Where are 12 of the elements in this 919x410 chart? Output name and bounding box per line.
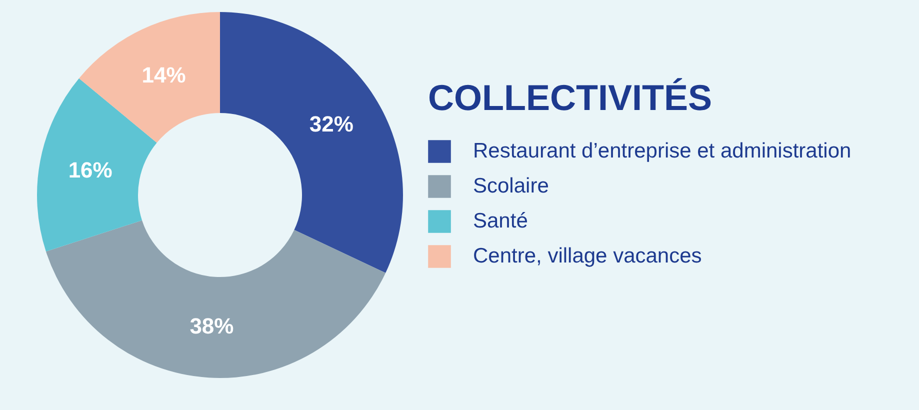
donut-slice [220, 12, 403, 273]
legend-title: COLLECTIVITÉS [428, 77, 712, 118]
legend-label: Restaurant d’entreprise et administration [473, 140, 852, 162]
data-label: 38% [190, 314, 234, 339]
donut-slice [78, 12, 220, 143]
donut-slice [46, 220, 386, 378]
legend-label: Santé [473, 210, 528, 232]
data-label: 16% [68, 157, 112, 182]
data-label: 32% [309, 111, 354, 136]
legend-label: Scolaire [473, 174, 549, 198]
legend-label: Centre, village vacances [473, 244, 702, 268]
data-label: 14% [142, 62, 186, 88]
